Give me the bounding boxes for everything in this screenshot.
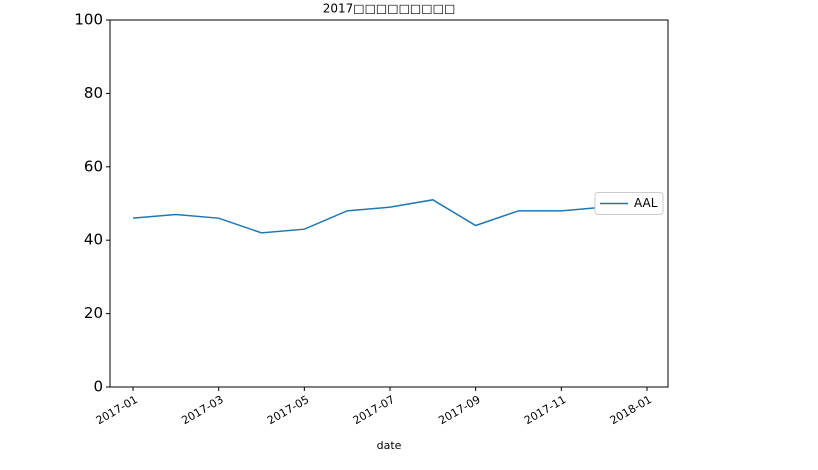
legend-label: AAL xyxy=(634,196,658,210)
x-tick-label: 2017-11 xyxy=(522,393,568,427)
y-tick-label: 20 xyxy=(84,304,103,322)
x-tick-label: 2017-07 xyxy=(351,393,397,427)
plot-frame xyxy=(109,19,669,388)
x-tick-label: 2017-03 xyxy=(179,393,225,427)
y-tick-label: 40 xyxy=(84,231,103,249)
y-tick-label: 0 xyxy=(93,378,103,396)
x-tick-label: 2018-01 xyxy=(608,393,654,427)
x-tick-label: 2017-05 xyxy=(265,393,311,427)
y-tick-label: 60 xyxy=(84,157,103,175)
legend-box xyxy=(594,192,664,215)
x-axis-label: date xyxy=(377,439,402,452)
y-tick-label: 100 xyxy=(74,11,103,29)
line xyxy=(132,199,605,234)
chart-title: 2017□□□□□□□□□ xyxy=(323,2,456,16)
y-tick-label: 80 xyxy=(84,84,103,102)
x-tick-label: 2017-09 xyxy=(436,393,482,427)
x-tick-label: 2017-01 xyxy=(94,393,140,427)
